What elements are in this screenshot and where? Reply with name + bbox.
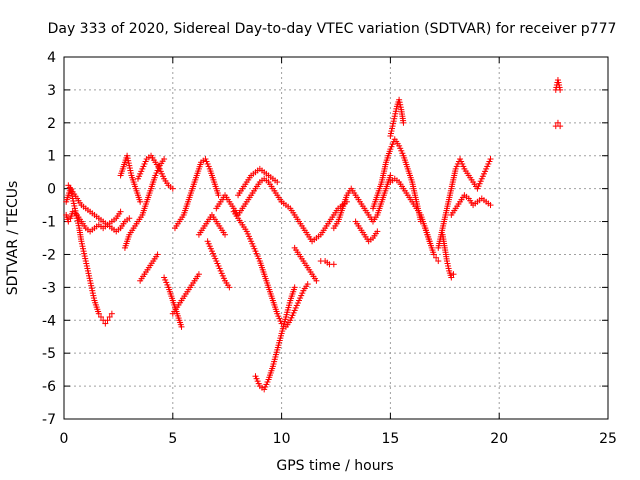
data-point xyxy=(95,310,102,317)
y-tick-label: -5 xyxy=(42,346,56,362)
x-tick-label: 10 xyxy=(273,431,291,447)
data-point xyxy=(195,271,202,278)
data-point xyxy=(557,123,564,130)
x-tick-label: 25 xyxy=(599,431,617,447)
data-point xyxy=(102,320,109,327)
y-tick-label: 2 xyxy=(47,116,56,132)
y-tick-label: 4 xyxy=(47,50,56,66)
x-tick-label: 20 xyxy=(490,431,508,447)
data-point xyxy=(126,215,133,222)
data-point xyxy=(374,228,381,235)
data-point xyxy=(448,274,455,281)
data-point xyxy=(554,119,561,126)
data-points xyxy=(63,77,564,393)
data-point xyxy=(291,284,298,291)
data-point xyxy=(161,156,168,163)
y-tick-label: -7 xyxy=(42,412,56,428)
data-point xyxy=(487,156,494,163)
data-point xyxy=(330,261,337,268)
data-point xyxy=(430,251,437,258)
y-tick-label: -1 xyxy=(42,215,56,231)
data-point xyxy=(215,192,222,199)
data-point xyxy=(274,179,281,186)
x-axis-label: GPS time / hours xyxy=(276,458,393,474)
grid xyxy=(64,57,608,419)
data-point xyxy=(387,172,394,179)
data-point xyxy=(65,218,72,225)
y-axis-label: SDTVAR / TECUs xyxy=(5,181,21,296)
data-point xyxy=(400,119,407,126)
data-point xyxy=(226,284,233,291)
y-tick-label: -2 xyxy=(42,247,56,263)
x-tick-label: 5 xyxy=(168,431,177,447)
x-tick-label: 15 xyxy=(381,431,399,447)
data-point xyxy=(313,277,320,284)
plot-frame xyxy=(63,56,609,420)
y-tick-label: 3 xyxy=(47,83,56,99)
data-point xyxy=(97,313,104,320)
data-point xyxy=(178,323,185,330)
data-point xyxy=(222,231,229,238)
y-axis: -7 -6 -5 -4 -3 -2 -1 0 1 2 3 4 xyxy=(42,50,608,428)
y-tick-label: -6 xyxy=(42,379,56,395)
data-point xyxy=(137,198,144,205)
data-point xyxy=(433,254,440,261)
data-point xyxy=(117,208,124,215)
data-point xyxy=(108,310,115,317)
y-tick-label: -4 xyxy=(42,313,56,329)
y-tick-label: -3 xyxy=(42,280,56,296)
data-point xyxy=(450,271,457,278)
chart-title: Day 333 of 2020, Sidereal Day-to-day VTE… xyxy=(48,21,617,37)
data-point xyxy=(304,281,311,288)
x-axis: 0 5 10 15 20 25 xyxy=(60,57,617,447)
data-point xyxy=(435,258,442,265)
data-point xyxy=(169,185,176,192)
data-point xyxy=(487,202,494,209)
x-tick-label: 0 xyxy=(60,431,69,447)
y-tick-label: 1 xyxy=(47,149,56,165)
data-point xyxy=(154,251,161,258)
data-point xyxy=(557,86,564,93)
data-point xyxy=(104,317,111,324)
data-point xyxy=(106,313,113,320)
data-point xyxy=(278,320,285,327)
y-tick-label: 0 xyxy=(47,182,56,198)
